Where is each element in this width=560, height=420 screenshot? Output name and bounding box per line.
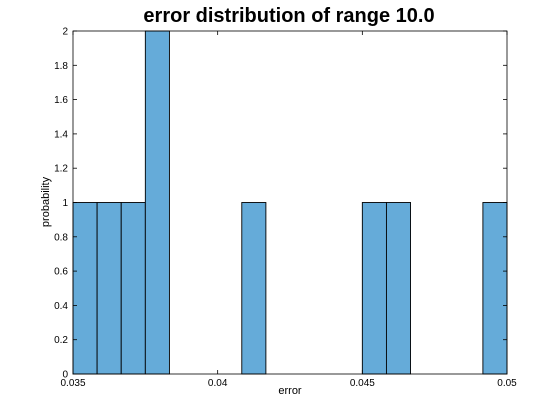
y-tick-label: 0.6: [54, 267, 68, 278]
histogram-bar: [120, 202, 146, 375]
histogram-bar: [144, 30, 170, 375]
x-axis-ticks: 0.035 0.04 0.045 0.05: [60, 31, 517, 389]
y-tick-label: 0.4: [54, 301, 68, 312]
y-tick-label: 1.8: [54, 61, 68, 72]
y-tick-label: 1.2: [54, 164, 68, 175]
y-tick-label: 0.8: [54, 232, 68, 243]
y-tick-label: 0: [62, 370, 68, 381]
x-tick-label: 0.05: [497, 378, 517, 389]
y-tick-label: 1.6: [54, 95, 68, 106]
histogram-bar: [241, 202, 267, 375]
chart-title: error distribution of range 10.0: [143, 5, 434, 27]
x-tick-label: 0.045: [350, 378, 375, 389]
histogram-bar: [361, 202, 387, 375]
y-tick-label: 1: [62, 198, 68, 209]
y-axis-ticks: 0 0.2 0.4 0.6 0.8 1 1.2 1.4 1.6 1.8 2: [54, 27, 507, 381]
x-axis-label: error: [278, 385, 302, 397]
histogram-bar: [72, 202, 98, 375]
y-tick-label: 0.2: [54, 335, 68, 346]
x-tick-label: 0.035: [60, 378, 85, 389]
x-tick-label: 0.04: [208, 378, 228, 389]
y-tick-label: 2: [62, 27, 68, 38]
histogram-bar: [385, 202, 412, 375]
histogram-bar: [96, 202, 122, 375]
histogram-bar: [482, 202, 508, 375]
y-axis-label: probability: [40, 176, 52, 227]
bars-group: [72, 30, 508, 375]
y-tick-label: 1.4: [54, 129, 68, 140]
